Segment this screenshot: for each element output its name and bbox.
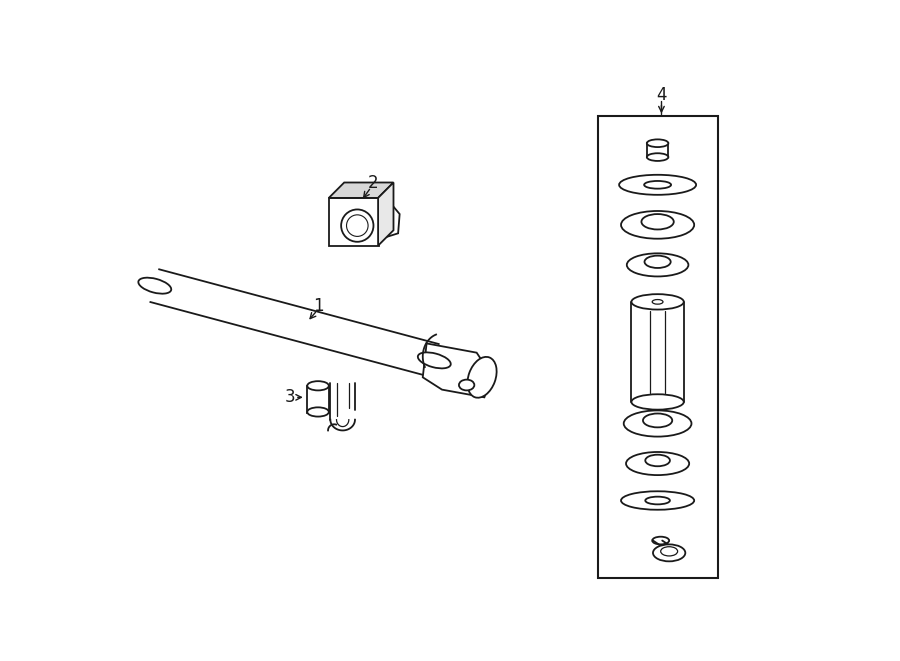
Polygon shape — [376, 205, 400, 237]
Ellipse shape — [621, 491, 694, 510]
Ellipse shape — [652, 537, 670, 545]
Bar — [598, 116, 717, 578]
Text: 1: 1 — [313, 297, 324, 315]
Ellipse shape — [652, 299, 663, 304]
Bar — [328, 198, 379, 246]
Ellipse shape — [139, 278, 171, 293]
Ellipse shape — [341, 210, 374, 242]
Ellipse shape — [619, 175, 696, 195]
Ellipse shape — [626, 253, 688, 276]
Ellipse shape — [459, 379, 474, 391]
Ellipse shape — [661, 547, 678, 556]
Ellipse shape — [418, 352, 451, 368]
Text: 3: 3 — [285, 388, 295, 407]
Ellipse shape — [307, 381, 328, 391]
Ellipse shape — [645, 496, 670, 504]
Ellipse shape — [647, 153, 669, 161]
Bar — [647, 143, 669, 157]
Ellipse shape — [645, 455, 670, 466]
Ellipse shape — [467, 357, 497, 398]
Text: 4: 4 — [656, 86, 667, 104]
Ellipse shape — [307, 407, 328, 416]
Ellipse shape — [647, 139, 669, 147]
Ellipse shape — [632, 394, 684, 410]
Polygon shape — [328, 182, 393, 198]
Ellipse shape — [621, 211, 694, 239]
Bar — [307, 386, 328, 412]
Ellipse shape — [642, 214, 674, 229]
Ellipse shape — [653, 545, 685, 561]
Polygon shape — [378, 182, 393, 246]
Ellipse shape — [632, 294, 684, 309]
Ellipse shape — [644, 181, 671, 188]
Polygon shape — [423, 344, 492, 397]
Ellipse shape — [643, 414, 672, 428]
Ellipse shape — [346, 215, 368, 237]
Text: 2: 2 — [367, 175, 378, 192]
Ellipse shape — [626, 452, 689, 475]
Ellipse shape — [624, 410, 691, 437]
Ellipse shape — [644, 256, 670, 268]
